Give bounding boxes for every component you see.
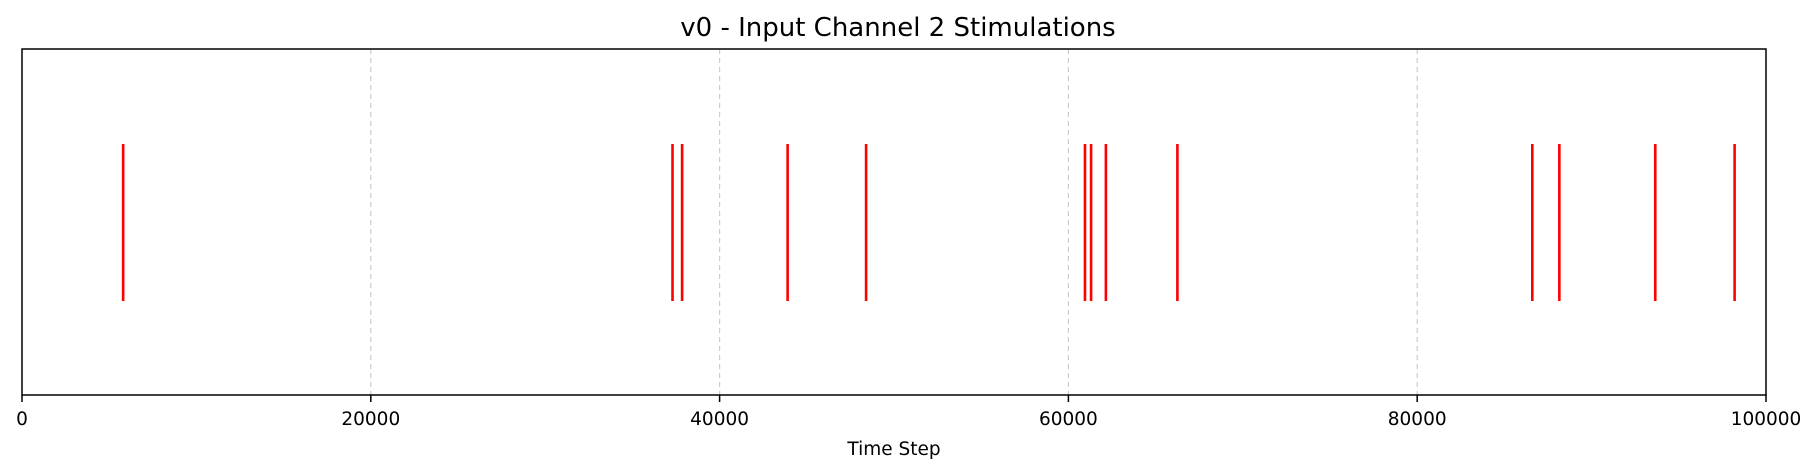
x-tick-label: 40000 — [690, 409, 749, 430]
chart-title: v0 - Input Channel 2 Stimulations — [680, 13, 1115, 43]
x-tick-label: 80000 — [1388, 409, 1447, 430]
x-tick-label: 60000 — [1039, 409, 1098, 430]
event-markers — [121, 144, 1736, 301]
x-axis-label: Time Step — [846, 439, 940, 460]
x-axis-ticks: 0 20000 40000 60000 80000 100000 — [16, 395, 1801, 430]
x-tick-label: 100000 — [1731, 409, 1802, 430]
gridlines — [370, 49, 1418, 395]
plot-frame — [21, 48, 1767, 396]
x-tick-label: 20000 — [341, 409, 400, 430]
x-tick-label: 0 — [16, 409, 28, 430]
